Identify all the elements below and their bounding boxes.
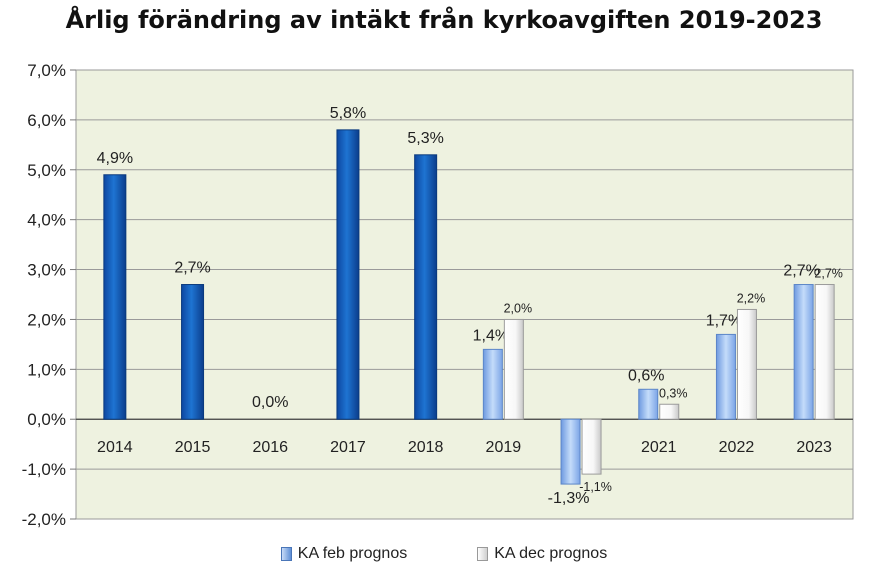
x-tick-label: 2017 xyxy=(330,439,366,456)
x-tick-label: 2014 xyxy=(97,439,133,456)
legend-swatch-feb xyxy=(280,547,292,561)
bar-dec xyxy=(581,418,602,475)
y-tick-label: -2,0% xyxy=(22,510,66,529)
bar-dec xyxy=(503,318,524,420)
bar-feb xyxy=(638,388,659,420)
x-tick-label: 2022 xyxy=(719,439,755,456)
y-tick-label: 7,0% xyxy=(27,61,66,80)
chart-title: Årlig förändring av intäkt från kyrkoavg… xyxy=(65,6,823,34)
bar-dec xyxy=(736,308,757,420)
y-tick-label: 2,0% xyxy=(27,310,66,329)
data-label-dec: 2,0% xyxy=(504,301,533,315)
bar-feb xyxy=(793,284,814,420)
bar-actual xyxy=(181,284,205,420)
legend-item-dec: KA dec prognos xyxy=(477,545,607,563)
legend: KA feb prognos KA dec prognos xyxy=(0,545,888,563)
y-tick-label: 5,0% xyxy=(27,161,66,180)
data-label-feb: 1,4% xyxy=(473,327,509,344)
x-tick-label: 2021 xyxy=(641,439,677,456)
x-tick-label: 2018 xyxy=(408,439,444,456)
data-label-dec: 2,2% xyxy=(737,291,766,305)
data-label-feb: 1,7% xyxy=(706,312,742,329)
legend-label-feb: KA feb prognos xyxy=(297,545,408,562)
y-tick-label: 3,0% xyxy=(27,261,66,280)
data-label-dec: 0,3% xyxy=(659,386,688,400)
data-label-actual: 4,9% xyxy=(97,150,133,167)
data-label-dec: -1,1% xyxy=(579,480,612,494)
bar-feb xyxy=(482,348,503,420)
bar-dec xyxy=(814,284,835,420)
y-tick-label: 6,0% xyxy=(27,111,66,130)
x-tick-label: 2023 xyxy=(796,439,832,456)
legend-label-dec: KA dec prognos xyxy=(494,545,608,562)
bar-actual xyxy=(336,129,360,420)
bar-actual xyxy=(414,154,438,420)
x-tick-label: 2015 xyxy=(175,439,211,456)
y-tick-label: 1,0% xyxy=(27,360,66,379)
data-label-dec: 2,7% xyxy=(814,267,843,281)
bar-actual xyxy=(103,174,127,420)
y-tick-label: -1,0% xyxy=(22,460,66,479)
y-tick-label: 0,0% xyxy=(27,410,66,429)
x-tick-label: 2016 xyxy=(252,439,288,456)
data-label-actual: 5,8% xyxy=(330,105,366,122)
data-label-feb: -1,3% xyxy=(548,490,590,507)
plot-area xyxy=(75,69,854,520)
bar-feb xyxy=(560,418,581,485)
data-label-actual: 2,7% xyxy=(174,260,210,277)
data-label-actual: 0,0% xyxy=(252,394,288,411)
x-tick-label: 2019 xyxy=(486,439,522,456)
bar-feb xyxy=(715,333,736,420)
bar-dec xyxy=(659,403,680,420)
data-label-actual: 5,3% xyxy=(407,130,443,147)
legend-swatch-dec xyxy=(477,547,489,561)
legend-item-feb: KA feb prognos xyxy=(280,545,408,563)
y-tick-label: 4,0% xyxy=(27,211,66,230)
data-label-feb: 2,7% xyxy=(783,263,819,280)
data-label-feb: 0,6% xyxy=(628,367,664,384)
